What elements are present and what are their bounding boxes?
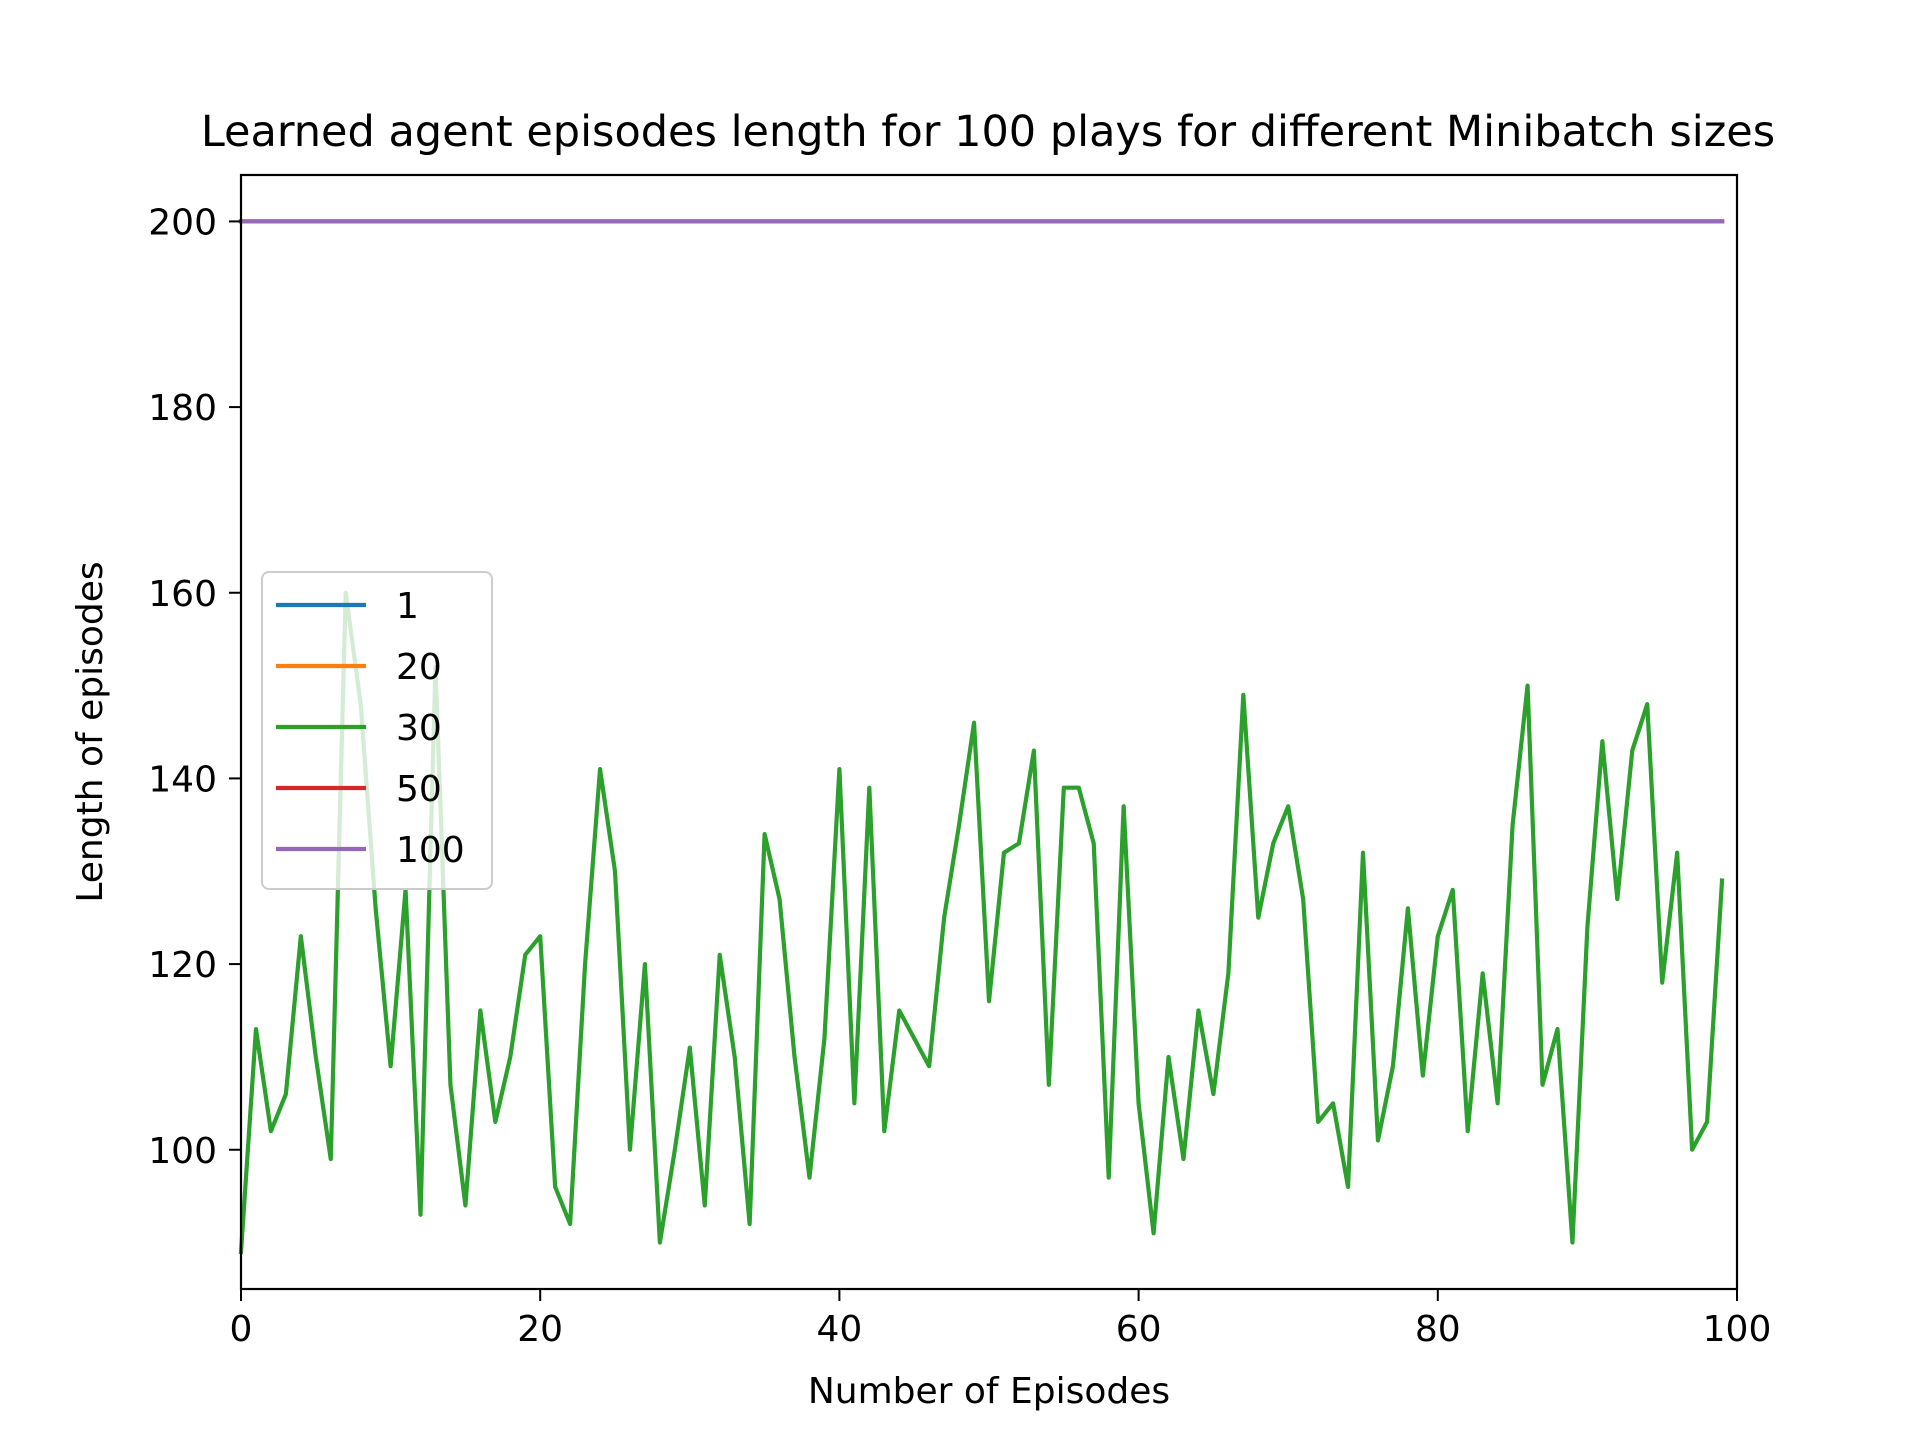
x-axis-label: Number of Episodes — [808, 1371, 1170, 1412]
y-tick-label-120: 120 — [148, 945, 217, 986]
y-tick-label-200: 200 — [148, 202, 217, 243]
legend-label-30: 30 — [396, 708, 442, 749]
y-tick-label-180: 180 — [148, 388, 217, 429]
y-tick-label-160: 160 — [148, 574, 217, 615]
x-tick-label-40: 40 — [816, 1309, 862, 1350]
x-tick-label-0: 0 — [230, 1309, 253, 1350]
x-tick-label-80: 80 — [1415, 1309, 1461, 1350]
y-axis-label: Length of episodes — [70, 561, 111, 902]
plot-frame — [239, 173, 1739, 1291]
legend-label-20: 20 — [396, 647, 442, 688]
legend-label-1: 1 — [396, 586, 419, 627]
series-layer — [238, 219, 1725, 1255]
legend-items: 1 20 30 50 100 — [276, 586, 465, 871]
y-tick-label-140: 140 — [148, 759, 217, 800]
legend-label-50: 50 — [396, 769, 442, 810]
legend-label-100: 100 — [396, 830, 465, 871]
x-tick-label-20: 20 — [517, 1309, 563, 1350]
legend-box — [261, 571, 493, 890]
y-axis-ticks: 100 120 140 160 180 200 — [148, 202, 241, 1172]
x-tick-label-60: 60 — [1116, 1309, 1162, 1350]
legend: 1 20 30 50 100 — [261, 571, 493, 890]
x-axis-ticks: 0 20 40 60 80 100 — [230, 1289, 1772, 1350]
series-line-30 — [238, 590, 1725, 1255]
chart-title: Learned agent episodes length for 100 pl… — [201, 107, 1775, 157]
x-tick-label-100: 100 — [1703, 1309, 1772, 1350]
y-tick-label-100: 100 — [148, 1131, 217, 1172]
